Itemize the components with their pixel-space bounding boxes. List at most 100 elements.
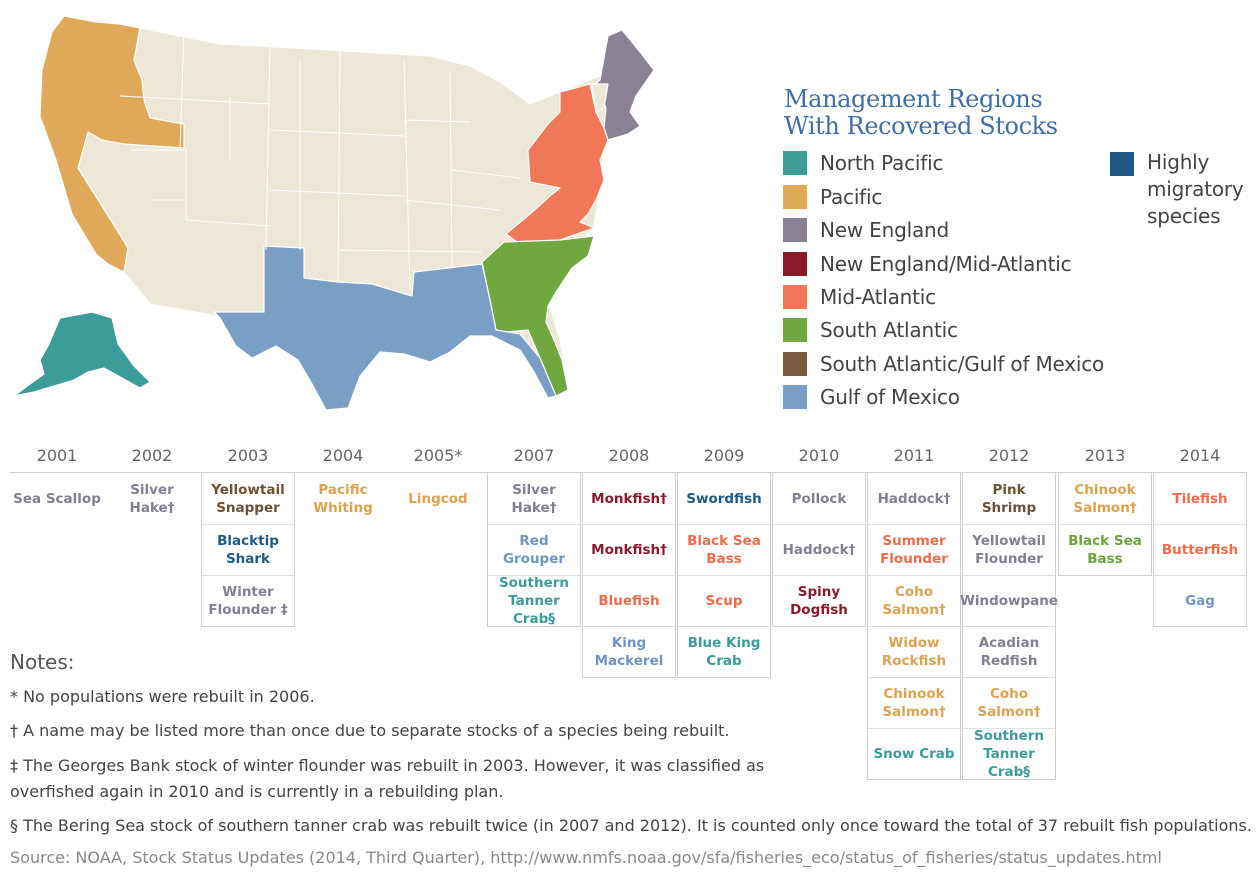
stock-cell: Yellowtail Flounder [963, 524, 1055, 575]
year-column: Tilefish Butterfish Gag [1153, 473, 1247, 627]
legend-label: South Atlantic [820, 318, 958, 342]
stock-cell: Monkfish† [583, 524, 675, 575]
stock-cell: Black Sea Bass [1059, 524, 1151, 575]
year-column: Monkfish† Monkfish† Bluefish King Mackerel [582, 473, 676, 678]
legend-title: Management Regions With Recovered Stocks [784, 86, 1058, 140]
year-label: 2012 [988, 446, 1030, 465]
stock-cell: Winter Flounder ‡ [202, 575, 294, 626]
notes-heading: Notes: [10, 650, 75, 674]
legend-item: South Atlantic [783, 318, 958, 342]
map-region-pacific [39, 15, 185, 273]
stock-cell: Acadian Redfish [963, 626, 1055, 677]
legend-label: Gulf of Mexico [820, 385, 960, 409]
year-label: 2003 [227, 446, 269, 465]
year-divider [10, 472, 1247, 473]
stock-cell: Red Grouper [488, 524, 580, 575]
year-label: 2005* [413, 446, 463, 465]
note-double-dagger: ‡ The Georges Bank stock of winter floun… [10, 756, 765, 801]
source-line: Source: NOAA, Stock Status Updates (2014… [10, 848, 1162, 867]
year-column: Sea Scallop [10, 473, 104, 524]
map-region-new-england [595, 29, 655, 141]
legend-label: Pacific [820, 185, 883, 209]
year-label: 2010 [798, 446, 840, 465]
stock-cell: Chinook Salmon† [1073, 481, 1137, 516]
stock-cell: Summer Flounder [868, 524, 960, 575]
stock-cell: Southern Tanner Crab§ [963, 728, 1055, 780]
year-label: 2001 [36, 446, 78, 465]
year-column: Yellowtail Snapper Blacktip Shark Winter F… [201, 473, 295, 627]
year-column: Silver Hake† [105, 473, 199, 524]
stock-cell: Pacific Whiting [313, 481, 373, 516]
legend-label: Mid-Atlantic [820, 285, 936, 309]
legend-item: North Pacific [783, 151, 943, 175]
stock-cell: Haddock† [773, 524, 865, 575]
legend-label: New England/Mid-Atlantic [820, 252, 1072, 276]
stock-cell: Blue King Crab [678, 626, 770, 677]
legend-item-highly-migratory: Highly migratory species [1110, 150, 1257, 230]
legend-label: South Atlantic/Gulf of Mexico [820, 352, 1105, 376]
year-label: 2009 [703, 446, 745, 465]
stock-cell: Silver Hake† [511, 481, 557, 516]
stock-cell: Coho Salmon† [963, 677, 1055, 728]
year-column: Lingcod [391, 473, 485, 524]
legend-swatch [783, 285, 807, 309]
legend-swatch [783, 252, 807, 276]
legend-label: New England [820, 218, 949, 242]
legend-item: Mid-Atlantic [783, 285, 936, 309]
year-label: 2004 [322, 446, 364, 465]
stock-cell: Haddock† [877, 490, 951, 507]
year-label: 2011 [893, 446, 935, 465]
note-section: § The Bering Sea stock of southern tanne… [10, 816, 1252, 835]
note-asterisk: * No populations were rebuilt in 2006. [10, 687, 315, 706]
legend-title-line1: Management Regions [784, 85, 1043, 113]
stock-cell: Lingcod [408, 490, 468, 507]
stock-cell: Windowpane [960, 575, 1058, 626]
stock-cell: Spiny Dogfish [773, 575, 865, 626]
year-label: 2008 [608, 446, 650, 465]
legend-swatch [783, 318, 807, 342]
stock-cell: Pollock [791, 490, 847, 507]
stock-cell: Scup [678, 575, 770, 626]
year-column: Pacific Whiting [296, 473, 390, 524]
legend-item: South Atlantic/Gulf of Mexico [783, 352, 1104, 376]
legend-label: Highly migratory species [1147, 150, 1244, 228]
stock-cell: Widow Rockfish [868, 626, 960, 677]
year-label: 2002 [131, 446, 173, 465]
year-label: 2007 [513, 446, 555, 465]
stock-cell: Coho Salmon† [868, 575, 960, 626]
stock-cell: Butterfish [1154, 524, 1246, 575]
map-region-north-pacific [13, 311, 151, 397]
legend-swatch [1110, 152, 1134, 176]
stock-cell: Snow Crab [868, 728, 960, 779]
legend-swatch [783, 385, 807, 409]
legend-label: North Pacific [820, 151, 944, 175]
legend-item: New England/Mid-Atlantic [783, 252, 1072, 276]
map-region-mid-atlantic [505, 83, 609, 245]
year-column: Pollock Haddock† Spiny Dogfish [772, 473, 866, 627]
year-column: Chinook Salmon† Black Sea Bass [1058, 473, 1152, 576]
legend-swatch [783, 352, 807, 376]
us-map [13, 15, 655, 411]
year-column: Haddock† Summer Flounder Coho Salmon† Widow… [867, 473, 961, 780]
map-region-gulf [213, 245, 557, 411]
stock-cell: Pink Shrimp [981, 481, 1037, 516]
stock-cell: Bluefish [583, 575, 675, 626]
legend-item: Gulf of Mexico [783, 385, 960, 409]
legend-title-line2: With Recovered Stocks [784, 112, 1058, 140]
year-column: Silver Hake† Red Grouper Southern Tanner C… [487, 473, 581, 627]
year-label: 2013 [1084, 446, 1126, 465]
year-column: Pink Shrimp Yellowtail Flounder Windowpane… [960, 473, 1058, 780]
legend-item: New England [783, 218, 949, 242]
legend-item: Pacific [783, 185, 882, 209]
stock-cell: Gag [1154, 575, 1246, 626]
stock-cell: Sea Scallop [13, 490, 101, 507]
stock-cell: Black Sea Bass [678, 524, 770, 575]
legend-swatch [783, 218, 807, 242]
stock-cell: Blacktip Shark [202, 524, 294, 575]
stock-cell: Silver Hake† [129, 481, 175, 516]
note-dagger: † A name may be listed more than once du… [10, 721, 730, 740]
legend-swatch [783, 151, 807, 175]
stock-cell: Chinook Salmon† [868, 677, 960, 728]
stock-cell: Monkfish† [591, 490, 667, 507]
stock-cell: Southern Tanner Crab§ [488, 575, 580, 627]
